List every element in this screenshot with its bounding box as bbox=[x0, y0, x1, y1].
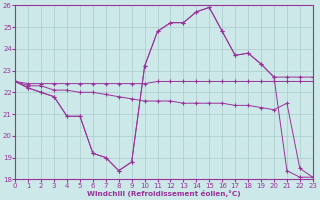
X-axis label: Windchill (Refroidissement éolien,°C): Windchill (Refroidissement éolien,°C) bbox=[87, 190, 241, 197]
